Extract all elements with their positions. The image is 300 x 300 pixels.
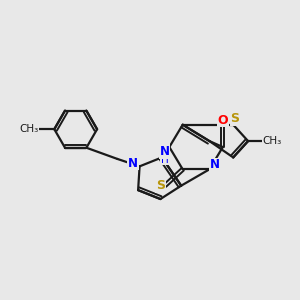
Text: CH₃: CH₃ (20, 124, 39, 134)
Text: N: N (160, 145, 170, 158)
Text: H: H (161, 154, 169, 164)
Text: N: N (128, 157, 138, 170)
Text: N: N (160, 143, 170, 157)
Text: CH₃: CH₃ (262, 136, 281, 146)
Text: S: S (156, 179, 165, 192)
Text: S: S (230, 112, 239, 125)
Text: N: N (210, 158, 220, 171)
Text: O: O (218, 114, 228, 127)
